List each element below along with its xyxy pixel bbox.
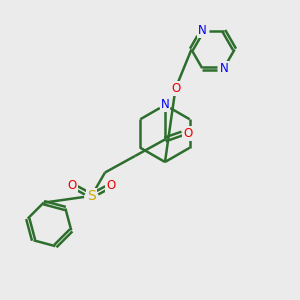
Text: S: S [87, 189, 96, 203]
Text: N: N [198, 24, 207, 37]
Text: O: O [171, 82, 180, 95]
Text: O: O [68, 179, 76, 192]
Text: O: O [183, 127, 192, 140]
Text: N: N [219, 62, 228, 75]
Text: N: N [160, 98, 169, 112]
Text: O: O [106, 179, 116, 192]
